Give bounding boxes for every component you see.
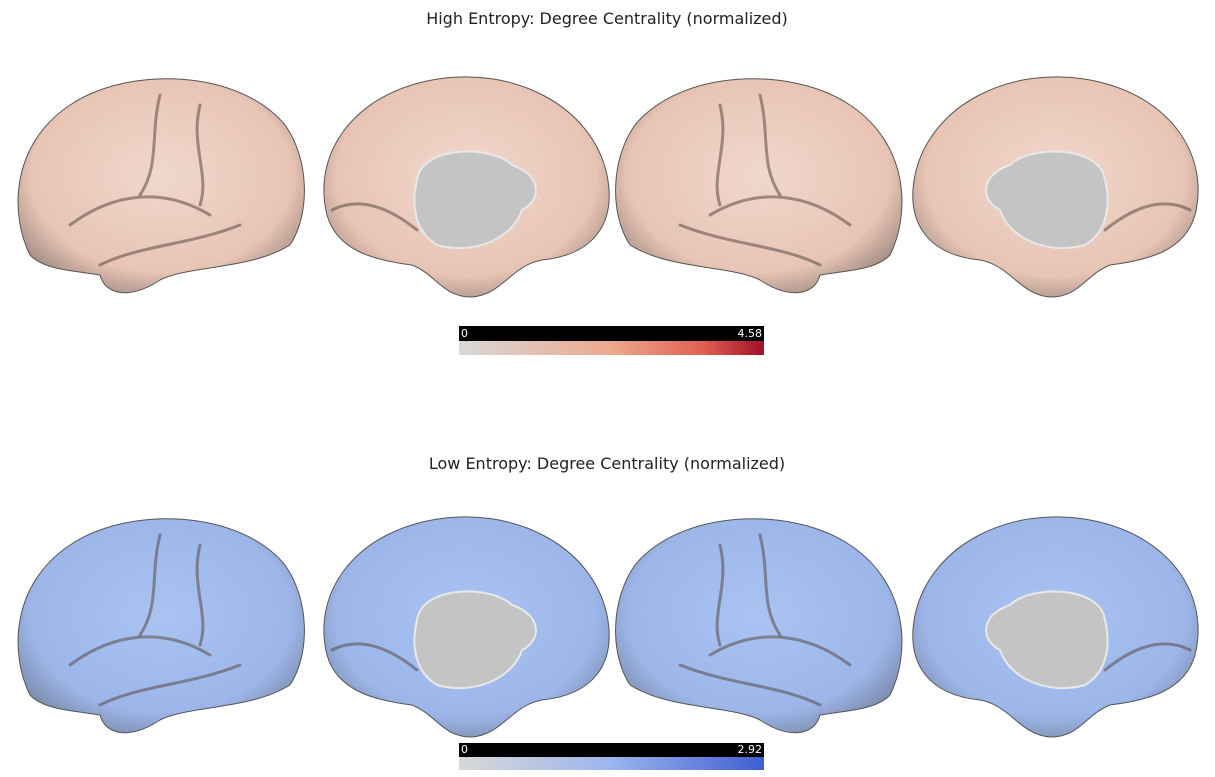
- brain-medial-right: [911, 75, 1200, 299]
- colorbar-max: 4.58: [738, 327, 763, 340]
- colorbar-label-strip: [459, 326, 764, 341]
- colorbar: 0 2.92: [459, 743, 764, 770]
- colorbar-min: 0: [461, 327, 468, 340]
- colorbar-min: 0: [461, 743, 468, 756]
- colorbar-max: 2.92: [738, 743, 763, 756]
- brain-row: [16, 515, 1200, 739]
- colorbar-gradient: [459, 757, 764, 770]
- brain-medial-left: [322, 515, 611, 739]
- brain-medial-left: [322, 75, 611, 299]
- brain-lateral-right: [614, 77, 904, 295]
- panel-title: High Entropy: Degree Centrality (normali…: [426, 9, 788, 28]
- panel-title: Low Entropy: Degree Centrality (normaliz…: [429, 454, 785, 473]
- colorbar-gradient: [459, 341, 764, 355]
- colorbar-label-strip: [459, 743, 764, 757]
- brain-lateral-right: [614, 517, 904, 735]
- brain-lateral-left: [16, 77, 306, 295]
- brain-lateral-left: [16, 517, 306, 735]
- colorbar: 0 4.58: [459, 326, 764, 355]
- brain-medial-right: [911, 515, 1200, 739]
- brain-row: [16, 75, 1200, 299]
